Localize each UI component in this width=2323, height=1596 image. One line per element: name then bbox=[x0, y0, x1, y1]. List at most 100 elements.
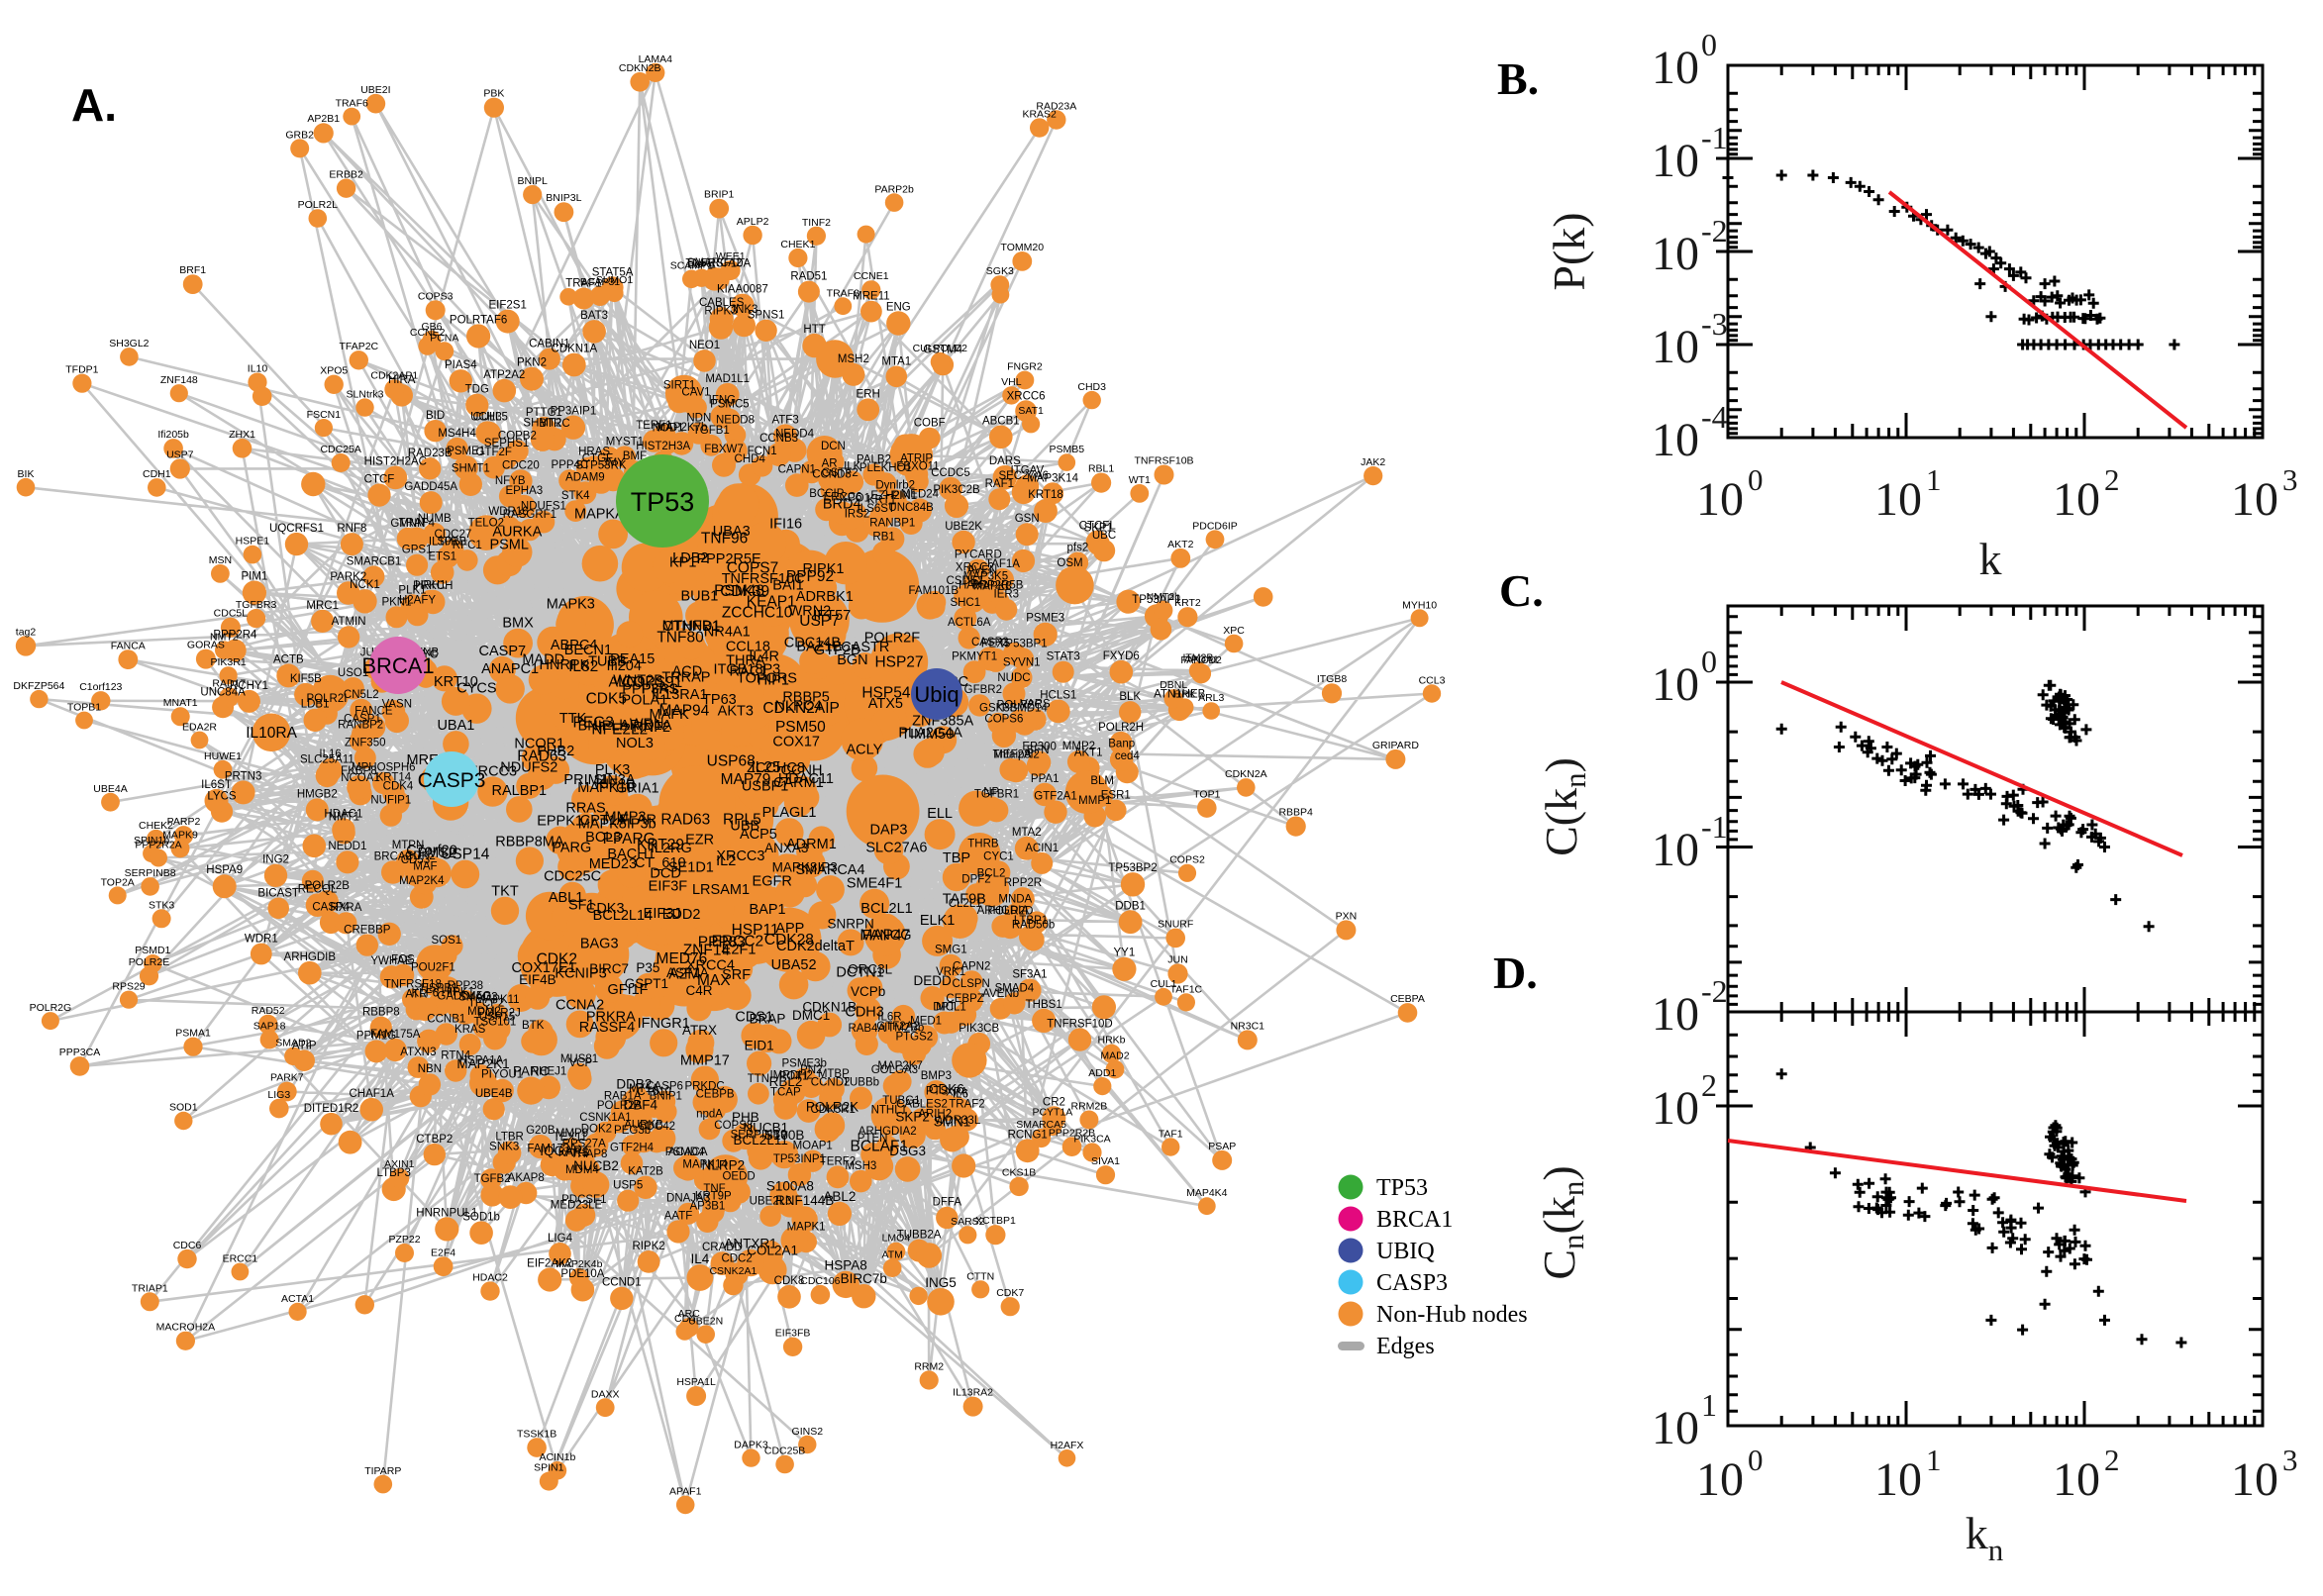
svg-text:PPP4C: PPP4C bbox=[552, 459, 589, 471]
svg-text:HNRPK: HNRPK bbox=[540, 657, 590, 673]
svg-text:CCNE1: CCNE1 bbox=[854, 270, 889, 282]
svg-text:E2F1: E2F1 bbox=[722, 943, 757, 958]
svg-text:SMARCA5: SMARCA5 bbox=[1016, 1119, 1066, 1131]
svg-text:IL6ST: IL6ST bbox=[201, 779, 232, 791]
svg-text:RBBP4: RBBP4 bbox=[1278, 807, 1313, 819]
svg-text:TSSK1B: TSSK1B bbox=[517, 1428, 556, 1440]
svg-text:SHC1: SHC1 bbox=[950, 597, 980, 609]
svg-text:MCL1: MCL1 bbox=[936, 1002, 966, 1014]
svg-text:TGFBR2: TGFBR2 bbox=[958, 684, 1002, 696]
svg-text:GTF2A1: GTF2A1 bbox=[1034, 791, 1076, 803]
svg-text:TRRAP: TRRAP bbox=[661, 670, 710, 686]
svg-text:BCL2: BCL2 bbox=[977, 868, 1006, 880]
svg-text:Ifi204: Ifi204 bbox=[606, 658, 641, 674]
svg-text:DDB1: DDB1 bbox=[1115, 900, 1146, 912]
svg-text:TBP: TBP bbox=[943, 850, 970, 866]
svg-text:ING5: ING5 bbox=[925, 1275, 957, 1290]
svg-text:SIRT1: SIRT1 bbox=[663, 380, 695, 392]
svg-text:RASSF4: RASSF4 bbox=[579, 1020, 635, 1036]
svg-text:NUMB: NUMB bbox=[418, 513, 452, 525]
svg-text:ERCC2: ERCC2 bbox=[712, 933, 764, 949]
svg-text:EID1: EID1 bbox=[745, 1039, 774, 1053]
svg-text:ERCC1: ERCC1 bbox=[223, 1253, 258, 1265]
svg-text:EGFR: EGFR bbox=[753, 874, 792, 890]
svg-text:MAP3K14: MAP3K14 bbox=[1027, 472, 1078, 484]
svg-text:TNFRSF10B: TNFRSF10B bbox=[1134, 455, 1193, 467]
svg-text:COPS3: COPS3 bbox=[418, 290, 454, 302]
svg-text:HSPA9: HSPA9 bbox=[206, 864, 243, 876]
svg-text:MAPK11: MAPK11 bbox=[475, 994, 520, 1006]
svg-text:SCAMP1: SCAMP1 bbox=[670, 260, 713, 272]
svg-text:BECN1: BECN1 bbox=[564, 643, 612, 658]
svg-text:HIST2H2AC: HIST2H2AC bbox=[364, 456, 427, 468]
svg-text:npdA: npdA bbox=[696, 1109, 723, 1121]
svg-text:CULPOLD2: CULPOLD2 bbox=[913, 343, 968, 354]
svg-text:ATM: ATM bbox=[882, 1248, 903, 1260]
svg-text:CEBPA: CEBPA bbox=[1390, 993, 1425, 1005]
svg-text:BAZ1B: BAZ1B bbox=[796, 639, 842, 654]
svg-text:RBL2: RBL2 bbox=[769, 1074, 803, 1089]
svg-text:TEX11: TEX11 bbox=[554, 1132, 587, 1144]
svg-text:KIAA0087: KIAA0087 bbox=[717, 284, 768, 296]
svg-text:HSPA1L: HSPA1L bbox=[676, 1376, 716, 1388]
svg-text:RBBP5: RBBP5 bbox=[782, 690, 830, 706]
svg-text:MPHOSPH6: MPHOSPH6 bbox=[352, 762, 416, 774]
svg-text:ELL: ELL bbox=[927, 806, 953, 822]
svg-text:BRCA2: BRCA2 bbox=[374, 850, 412, 862]
svg-text:FOS: FOS bbox=[391, 954, 415, 966]
svg-text:SMARCA2: SMARCA2 bbox=[687, 257, 743, 269]
svg-text:ARC: ARC bbox=[678, 1308, 701, 1320]
svg-text:IER3: IER3 bbox=[994, 589, 1020, 601]
svg-text:CDC2: CDC2 bbox=[721, 1252, 752, 1264]
svg-text:TNFRSF10D: TNFRSF10D bbox=[1047, 1018, 1112, 1030]
svg-text:ANXA3: ANXA3 bbox=[764, 841, 808, 855]
svg-text:EPHA3: EPHA3 bbox=[505, 485, 543, 497]
svg-text:CDKN1B: CDKN1B bbox=[802, 1000, 857, 1015]
svg-text:FLAR: FLAR bbox=[620, 812, 656, 828]
svg-text:ERCC3: ERCC3 bbox=[468, 764, 517, 780]
svg-text:TCAP: TCAP bbox=[770, 1086, 801, 1098]
svg-text:GSN: GSN bbox=[1015, 513, 1040, 525]
svg-text:HSP54: HSP54 bbox=[861, 684, 910, 701]
svg-text:DARS: DARS bbox=[989, 455, 1021, 467]
svg-text:SEC27A6: SEC27A6 bbox=[998, 470, 1049, 482]
svg-text:TELO2: TELO2 bbox=[468, 518, 504, 530]
svg-text:ADRM1: ADRM1 bbox=[786, 837, 837, 852]
svg-text:CUL1: CUL1 bbox=[1151, 978, 1177, 990]
svg-text:APAF1: APAF1 bbox=[669, 1486, 702, 1498]
svg-text:RCNG1: RCNG1 bbox=[1008, 1129, 1048, 1141]
svg-text:ACP5: ACP5 bbox=[740, 827, 777, 843]
svg-text:PIYOU1: PIYOU1 bbox=[481, 1069, 523, 1081]
svg-text:PBK: PBK bbox=[483, 88, 504, 100]
svg-text:FANCG: FANCG bbox=[862, 928, 912, 944]
svg-text:CASP6: CASP6 bbox=[646, 1081, 683, 1093]
svg-text:RIPK1: RIPK1 bbox=[803, 561, 845, 577]
svg-text:HRH1: HRH1 bbox=[415, 580, 446, 592]
svg-text:BRD4: BRD4 bbox=[823, 497, 861, 513]
svg-text:PLK1: PLK1 bbox=[398, 584, 426, 596]
svg-text:SME4F1: SME4F1 bbox=[847, 876, 902, 892]
svg-text:CABLES: CABLES bbox=[699, 297, 745, 309]
svg-text:PARK2: PARK2 bbox=[330, 571, 366, 583]
svg-text:HIRA: HIRA bbox=[388, 374, 416, 386]
svg-text:FCN1: FCN1 bbox=[748, 446, 777, 457]
svg-text:CDKN2AIP: CDKN2AIP bbox=[762, 700, 840, 717]
svg-text:LDB2: LDB2 bbox=[672, 550, 708, 566]
svg-text:DITED1R2: DITED1R2 bbox=[304, 1103, 359, 1115]
svg-text:FAM175A: FAM175A bbox=[370, 1029, 421, 1041]
svg-text:RRAS: RRAS bbox=[565, 800, 605, 816]
svg-text:DAPK3: DAPK3 bbox=[734, 1439, 768, 1450]
svg-text:CHEK1: CHEK1 bbox=[780, 239, 815, 250]
svg-text:BCL2L11: BCL2L11 bbox=[734, 1133, 788, 1147]
svg-text:MED23: MED23 bbox=[589, 856, 637, 872]
svg-text:ORC3L: ORC3L bbox=[848, 962, 893, 977]
svg-text:P(k): P(k) bbox=[1544, 212, 1594, 290]
svg-text:BLM: BLM bbox=[1090, 775, 1114, 787]
svg-text:NUCB2: NUCB2 bbox=[573, 1158, 619, 1173]
svg-text:CTGF: CTGF bbox=[582, 453, 613, 465]
svg-text:CCND3: CCND3 bbox=[812, 469, 852, 481]
svg-text:CT610: CT610 bbox=[637, 1086, 671, 1098]
svg-text:POU2F1: POU2F1 bbox=[411, 962, 455, 974]
svg-text:CD4: CD4 bbox=[674, 1313, 695, 1325]
svg-text:TP53AP1: TP53AP1 bbox=[1132, 594, 1180, 606]
